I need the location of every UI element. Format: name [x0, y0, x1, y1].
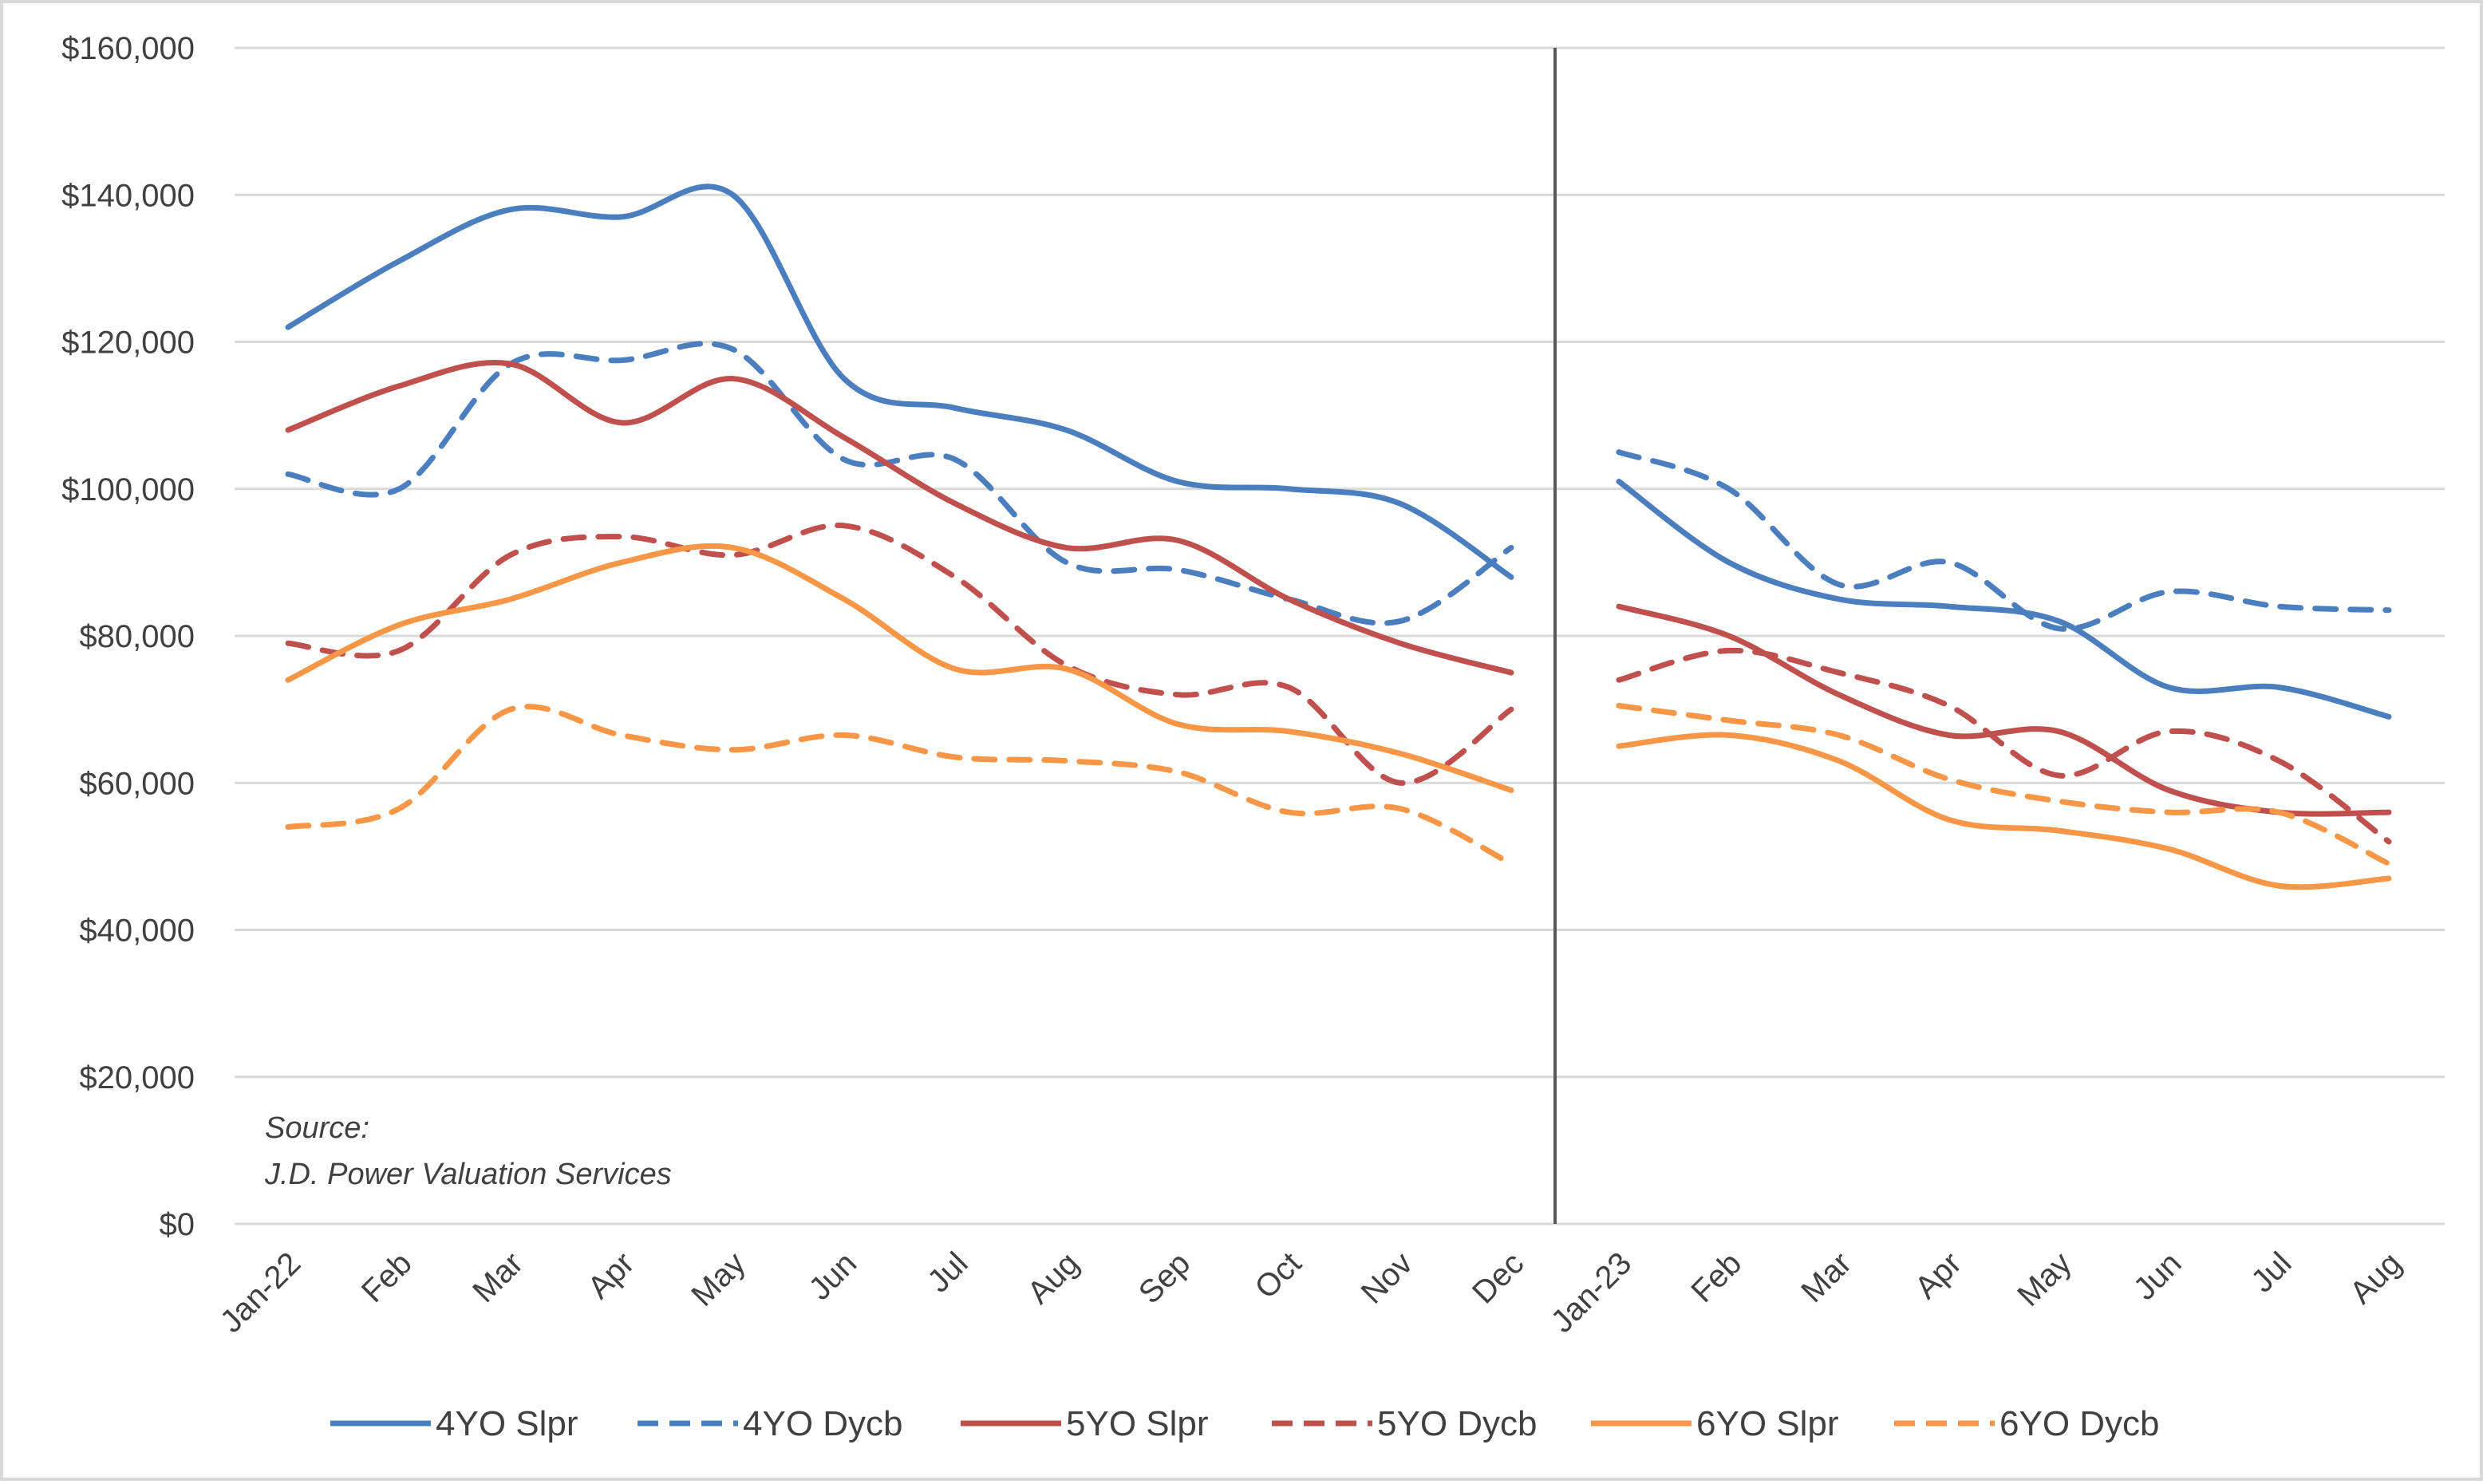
- x-tick-label: Apr: [581, 1245, 641, 1305]
- series-line-6yo-dycb-2023: [1616, 703, 2392, 867]
- x-tick-label: Jun: [2127, 1245, 2189, 1307]
- x-tick-label: Dec: [1466, 1245, 1530, 1310]
- x-tick-label: May: [2011, 1245, 2078, 1313]
- y-tick-label: $100,000: [61, 472, 195, 507]
- legend: 4YO Slpr 4YO Dycb 5YO Slpr 5YO Dycb 6YO Slpr…: [330, 1404, 2160, 1443]
- x-axis-tick-labels: Jan-22 Feb Mar Apr May Jun Jul Aug Sep Oct Nov Dec J…: [214, 1245, 2409, 1340]
- y-tick-label: $60,000: [79, 766, 195, 801]
- y-tick-label: $120,000: [61, 326, 195, 361]
- series-line-6yo-slpr-2022: [285, 543, 1514, 793]
- series-line-5yo-dycb-2023: [1616, 647, 2392, 845]
- series-line-5yo-dycb-2022: [285, 522, 1514, 786]
- legend-label-5yo-dycb: 5YO Dycb: [1377, 1404, 1538, 1443]
- legend-label-6yo-dycb: 6YO Dycb: [1999, 1404, 2160, 1443]
- y-axis-tick-labels: $0 $20,000 $40,000 $60,000 $80,000 $100,000 $1…: [61, 31, 195, 1242]
- series-line-5yo-slpr-2023: [1616, 603, 2392, 817]
- series-line-4yo-dycb-2023: [1616, 449, 2392, 632]
- x-tick-label: Sep: [1132, 1245, 1197, 1310]
- series-line-5yo-slpr-2022: [285, 360, 1514, 676]
- y-tick-label: $0: [160, 1207, 195, 1242]
- x-tick-label: Oct: [1249, 1245, 1309, 1305]
- series-line-6yo-slpr-2023: [1616, 732, 2392, 890]
- x-tick-label: Jul: [2244, 1245, 2298, 1299]
- x-tick-label: Apr: [1909, 1245, 1968, 1305]
- x-tick-label: Jan-23: [1545, 1245, 1639, 1340]
- x-tick-label: Feb: [1684, 1245, 1748, 1309]
- y-tick-label: $160,000: [61, 31, 195, 66]
- legend-label-4yo-dycb: 4YO Dycb: [743, 1404, 903, 1443]
- y-tick-label: $40,000: [79, 914, 195, 949]
- x-tick-label: Aug: [1020, 1245, 1085, 1310]
- legend-label-5yo-slpr: 5YO Slpr: [1066, 1404, 1209, 1443]
- series-line-6yo-dycb-2022: [285, 704, 1514, 867]
- x-tick-label: Feb: [355, 1245, 419, 1309]
- x-tick-label: Mar: [466, 1245, 530, 1309]
- y-tick-label: $20,000: [79, 1060, 195, 1095]
- x-tick-label: Jan-22: [214, 1245, 308, 1340]
- series-line-4yo-dycb-2022: [285, 341, 1514, 626]
- x-tick-label: Nov: [1355, 1245, 1419, 1310]
- series-line-4yo-slpr-2023: [1616, 479, 2392, 720]
- y-tick-label: $80,000: [79, 619, 195, 654]
- x-tick-label: Aug: [2343, 1245, 2408, 1310]
- series-lines: [285, 184, 2392, 890]
- source-label: Source:: [265, 1111, 369, 1145]
- y-tick-label: $140,000: [61, 178, 195, 213]
- source-annotation: Source: J.D. Power Valuation Services: [264, 1111, 672, 1191]
- gridlines: [235, 46, 2445, 1225]
- legend-label-4yo-slpr: 4YO Slpr: [436, 1404, 578, 1443]
- x-tick-label: Jul: [921, 1245, 974, 1299]
- x-tick-label: Mar: [1794, 1245, 1858, 1309]
- x-tick-label: May: [685, 1245, 752, 1313]
- line-chart: $0 $20,000 $40,000 $60,000 $80,000 $100,000 $1…: [61, 31, 2445, 1443]
- source-name: J.D. Power Valuation Services: [264, 1158, 672, 1191]
- legend-label-6yo-slpr: 6YO Slpr: [1696, 1404, 1839, 1443]
- series-line-4yo-slpr-2022: [285, 184, 1514, 580]
- x-tick-label: Jun: [802, 1245, 863, 1307]
